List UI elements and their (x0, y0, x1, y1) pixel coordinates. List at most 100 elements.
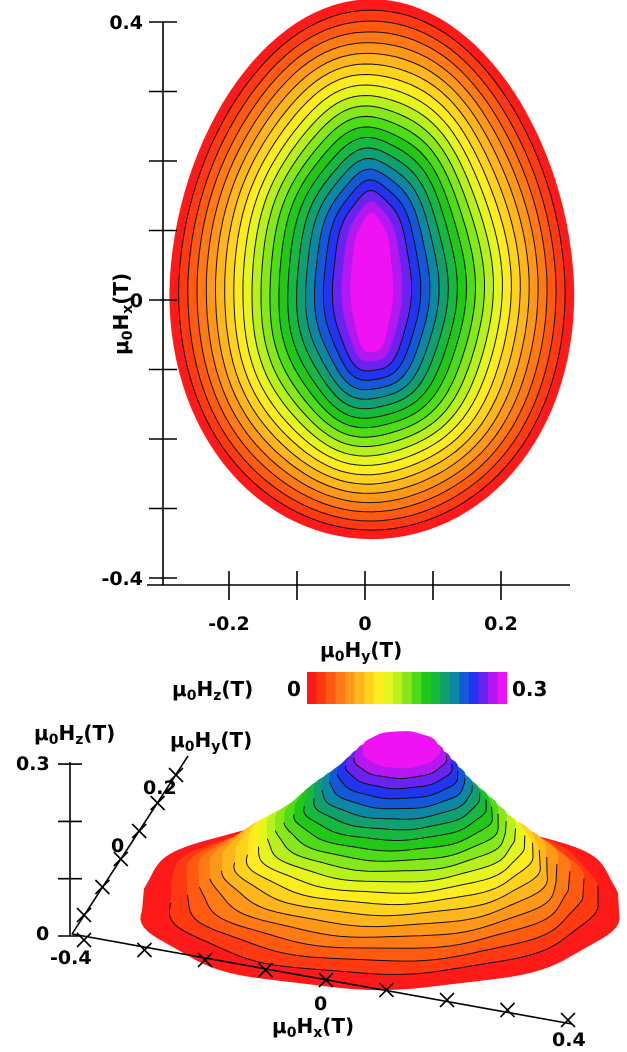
bottom-z-tick-0.3: 0.3 (16, 753, 50, 775)
bottom-x-tick-mark (560, 1012, 576, 1028)
top-contour-15 (304, 157, 440, 400)
colorbar-swatch-16 (459, 672, 470, 704)
bottom-x-tick-mark (318, 972, 334, 988)
bottom-y-tick-mark (94, 879, 110, 895)
top-contour-8 (242, 84, 503, 467)
top-contour-3 (196, 31, 548, 513)
top-contour-6 (224, 63, 521, 485)
top-y-tick-label: -0.4 (101, 568, 143, 590)
bottom-x-tick-mark (197, 952, 213, 968)
bottom-contour-6 (233, 849, 541, 917)
colorbar-swatch-2 (326, 672, 337, 704)
bottom-contour-9 (266, 828, 517, 883)
colorbar-swatch-12 (421, 672, 432, 704)
colorbar-swatch-10 (402, 672, 413, 704)
top-x-tick-label: 0.2 (484, 613, 518, 635)
bottom-contour-18 (344, 763, 453, 790)
bottom-y-tick-mark (150, 795, 166, 811)
bottom-x-tick-mark (499, 1002, 516, 1018)
colorbar-label: μ0Hz(T) (172, 677, 253, 704)
top-contour-12 (278, 126, 468, 429)
top-contour-2 (187, 20, 557, 522)
colorbar-swatch-7 (373, 672, 384, 704)
colorbar-swatch-18 (478, 672, 489, 704)
top-contour-17 (322, 179, 422, 381)
bottom-contour-8 (258, 835, 526, 894)
top-band-20 (350, 212, 394, 353)
top-contour-18 (331, 190, 413, 372)
top-x-tick-label: 0 (358, 613, 371, 635)
colorbar-swatch-19 (487, 672, 499, 704)
colorbar-swatch-9 (392, 672, 403, 704)
bottom-band-20 (362, 731, 441, 769)
bottom-y-tick-mark (76, 907, 92, 923)
bottom-x-tick-mark (257, 962, 274, 978)
top-contour-14 (296, 147, 449, 410)
top-axes: -0.4 0 0.4 -0.2 0 0.2 (101, 12, 570, 635)
bottom-x-tick-0.4: 0.4 (552, 1029, 586, 1051)
bottom-ticks (58, 763, 576, 1028)
top-y-tick-label: 0 (130, 290, 143, 312)
colorbar-swatch-8 (383, 672, 394, 704)
bottom-x-tick-mark (439, 992, 455, 1008)
bottom-y-tick-mark (168, 767, 184, 783)
bottom-contour-16 (329, 777, 466, 810)
bottom-surface-bands (140, 731, 620, 991)
bottom-contour-10 (274, 821, 507, 872)
colorbar-swatch-5 (354, 672, 365, 704)
colorbar-swatch-14 (440, 672, 451, 704)
bottom-x-tick-mark (136, 942, 153, 958)
bottom-contour-2 (186, 878, 585, 962)
colorbar-max-label: 0.3 (512, 677, 547, 701)
top-x-axis-label: μ0Hy(T) (320, 638, 402, 665)
top-contour-5 (214, 52, 530, 494)
bottom-axes (58, 755, 576, 1028)
top-y-tick-label: 0.4 (109, 12, 143, 34)
bottom-y-tick-0: 0 (111, 835, 124, 857)
bottom-contour-12 (293, 806, 493, 852)
bottom-x-tick--0.4: -0.4 (50, 947, 92, 969)
bottom-y-axis-line (71, 755, 189, 935)
bottom-y-tick-mark (113, 851, 129, 867)
bottom-x-tick-0: 0 (314, 993, 327, 1015)
top-color-bands (169, 0, 575, 540)
bottom-contour-19 (353, 756, 447, 780)
colorbar-swatch-0 (307, 672, 318, 704)
top-contour-9 (251, 94, 495, 457)
colorbar-swatch-13 (430, 672, 441, 704)
bottom-surface-plot: 0 0.3 0 0.2 -0.4 0 0.4 μ0Hz(T) μ0Hy(T) μ… (16, 721, 620, 1051)
colorbar-swatch-17 (468, 672, 480, 704)
top-contour-4 (205, 42, 539, 504)
colorbar-swatch-20 (497, 672, 507, 704)
bottom-contour-5 (221, 856, 548, 928)
bottom-contour-1 (169, 885, 599, 975)
colorbar-min-label: 0 (287, 677, 301, 701)
colorbar-swatch-11 (411, 672, 422, 704)
bottom-y-tick-mark (131, 823, 147, 839)
bottom-x-axis-label: μ0Hx(T) (272, 1014, 354, 1041)
colorbar-swatch-4 (345, 672, 356, 704)
top-contour-13 (287, 136, 458, 419)
bottom-x-tick-mark (76, 932, 92, 948)
top-x-ticks: -0.2 0 0.2 (208, 571, 518, 635)
colorbar-swatch-3 (335, 672, 346, 704)
bottom-x-tick-mark (378, 982, 395, 998)
top-contour-10 (260, 105, 486, 448)
bottom-z-tick-0: 0 (36, 923, 49, 945)
bottom-contour-17 (336, 770, 459, 800)
bottom-contour-15 (321, 785, 473, 820)
top-y-axis-label: μ0Hx(T) (109, 273, 136, 355)
colorbar-swatches (307, 672, 507, 704)
top-contour-lines (178, 9, 566, 531)
bottom-contour-7 (245, 842, 534, 906)
bottom-contour-3 (198, 871, 571, 949)
top-contour-7 (233, 73, 512, 476)
top-contour-11 (269, 115, 477, 438)
bottom-contour-11 (283, 813, 499, 862)
top-x-tick-label: -0.2 (208, 613, 250, 635)
bottom-y-tick-0.2: 0.2 (143, 777, 177, 799)
bottom-contour-14 (313, 792, 481, 831)
bottom-x-axis-line (71, 933, 573, 1025)
top-y-ticks: -0.4 0 0.4 (101, 12, 177, 590)
